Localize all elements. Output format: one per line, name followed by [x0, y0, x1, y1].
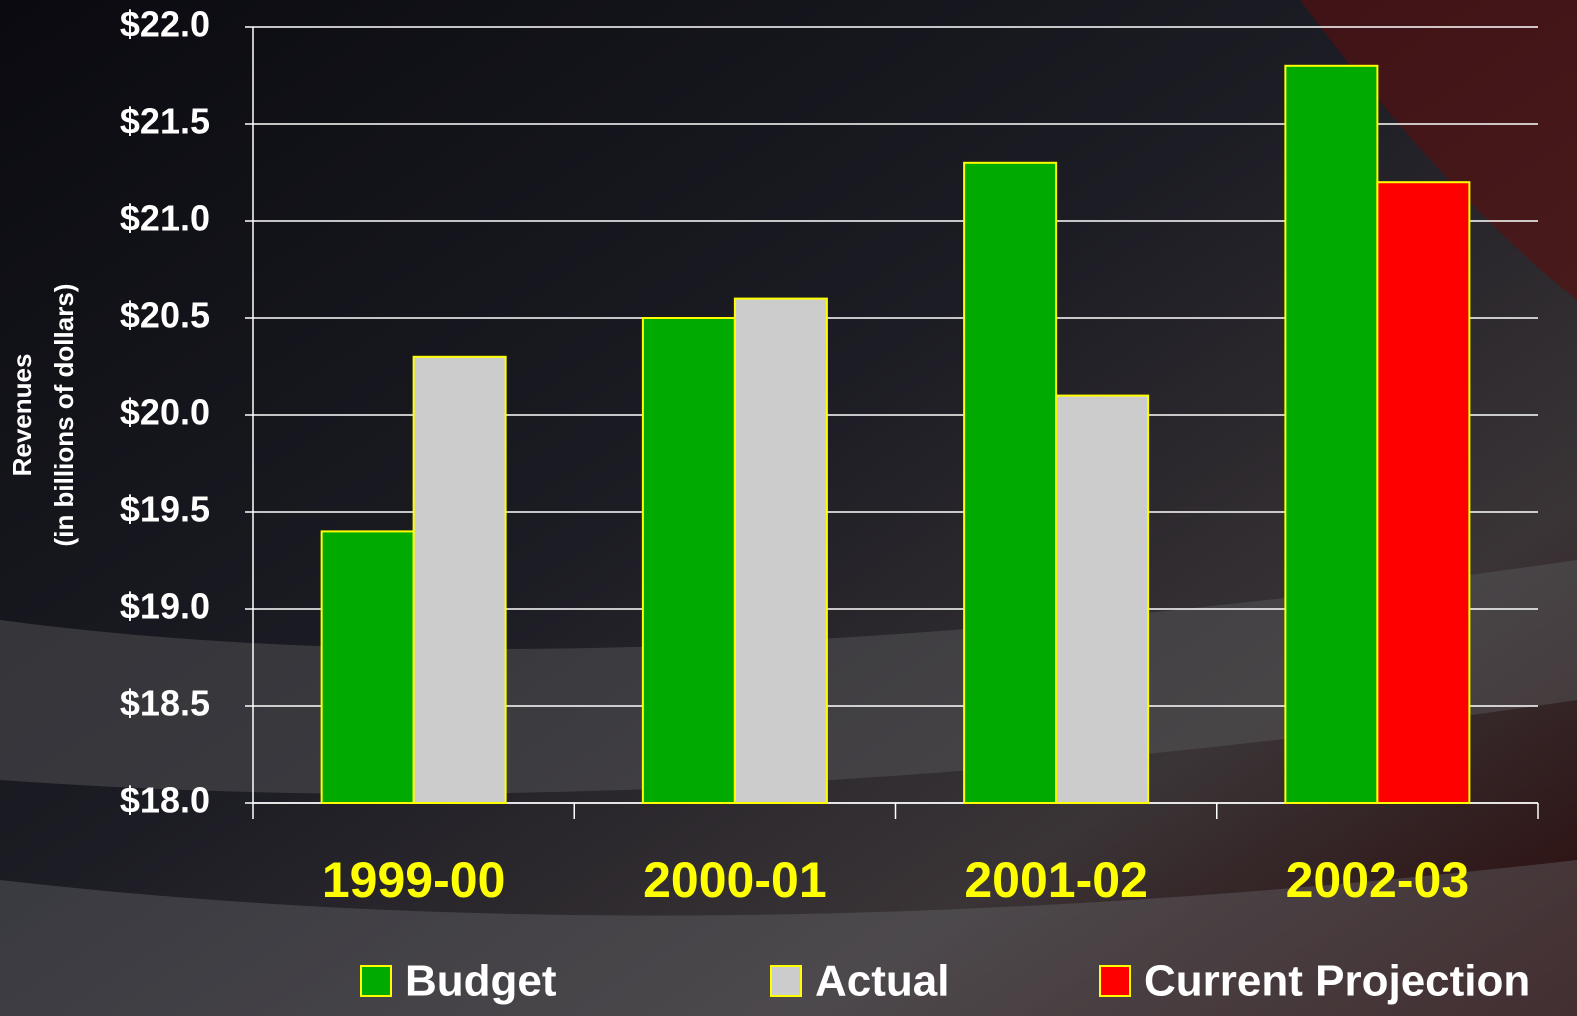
x-tick-label: 2001-02 — [964, 852, 1148, 908]
y-tick-label: $18.5 — [120, 683, 210, 724]
y-tick-label: $21.5 — [120, 101, 210, 142]
y-tick-label: $19.5 — [120, 489, 210, 530]
bar — [641, 317, 736, 804]
bar — [733, 297, 828, 804]
y-tick-label: $18.0 — [120, 780, 210, 821]
y-axis-title: Revenues (in billions of dollars) — [7, 284, 79, 547]
bar — [1376, 181, 1471, 804]
y-tick-label: $21.0 — [120, 198, 210, 239]
y-tick-label: $22.0 — [120, 4, 210, 45]
x-tick-label: 2002-03 — [1286, 852, 1470, 908]
bar — [963, 161, 1058, 805]
bar — [1055, 394, 1150, 804]
legend-label: Actual — [815, 957, 949, 1006]
legend-swatch — [1099, 965, 1131, 997]
legend-label: Current Projection — [1144, 957, 1530, 1006]
y-axis-title-line: (in billions of dollars) — [49, 284, 79, 547]
bar — [320, 530, 415, 805]
y-tick-label: $20.0 — [120, 392, 210, 433]
y-tick-label: $20.5 — [120, 295, 210, 336]
x-tick-label: 2000-01 — [643, 852, 827, 908]
y-axis-title-line: Revenues — [7, 354, 37, 477]
bar — [412, 355, 507, 804]
flag-stripe — [0, 860, 1577, 1016]
x-tick-label: 1999-00 — [322, 852, 506, 908]
legend-swatch — [770, 965, 802, 997]
y-tick-label: $19.0 — [120, 586, 210, 627]
legend-label: Budget — [405, 957, 557, 1006]
bar — [1284, 64, 1379, 805]
legend-swatch — [360, 965, 392, 997]
